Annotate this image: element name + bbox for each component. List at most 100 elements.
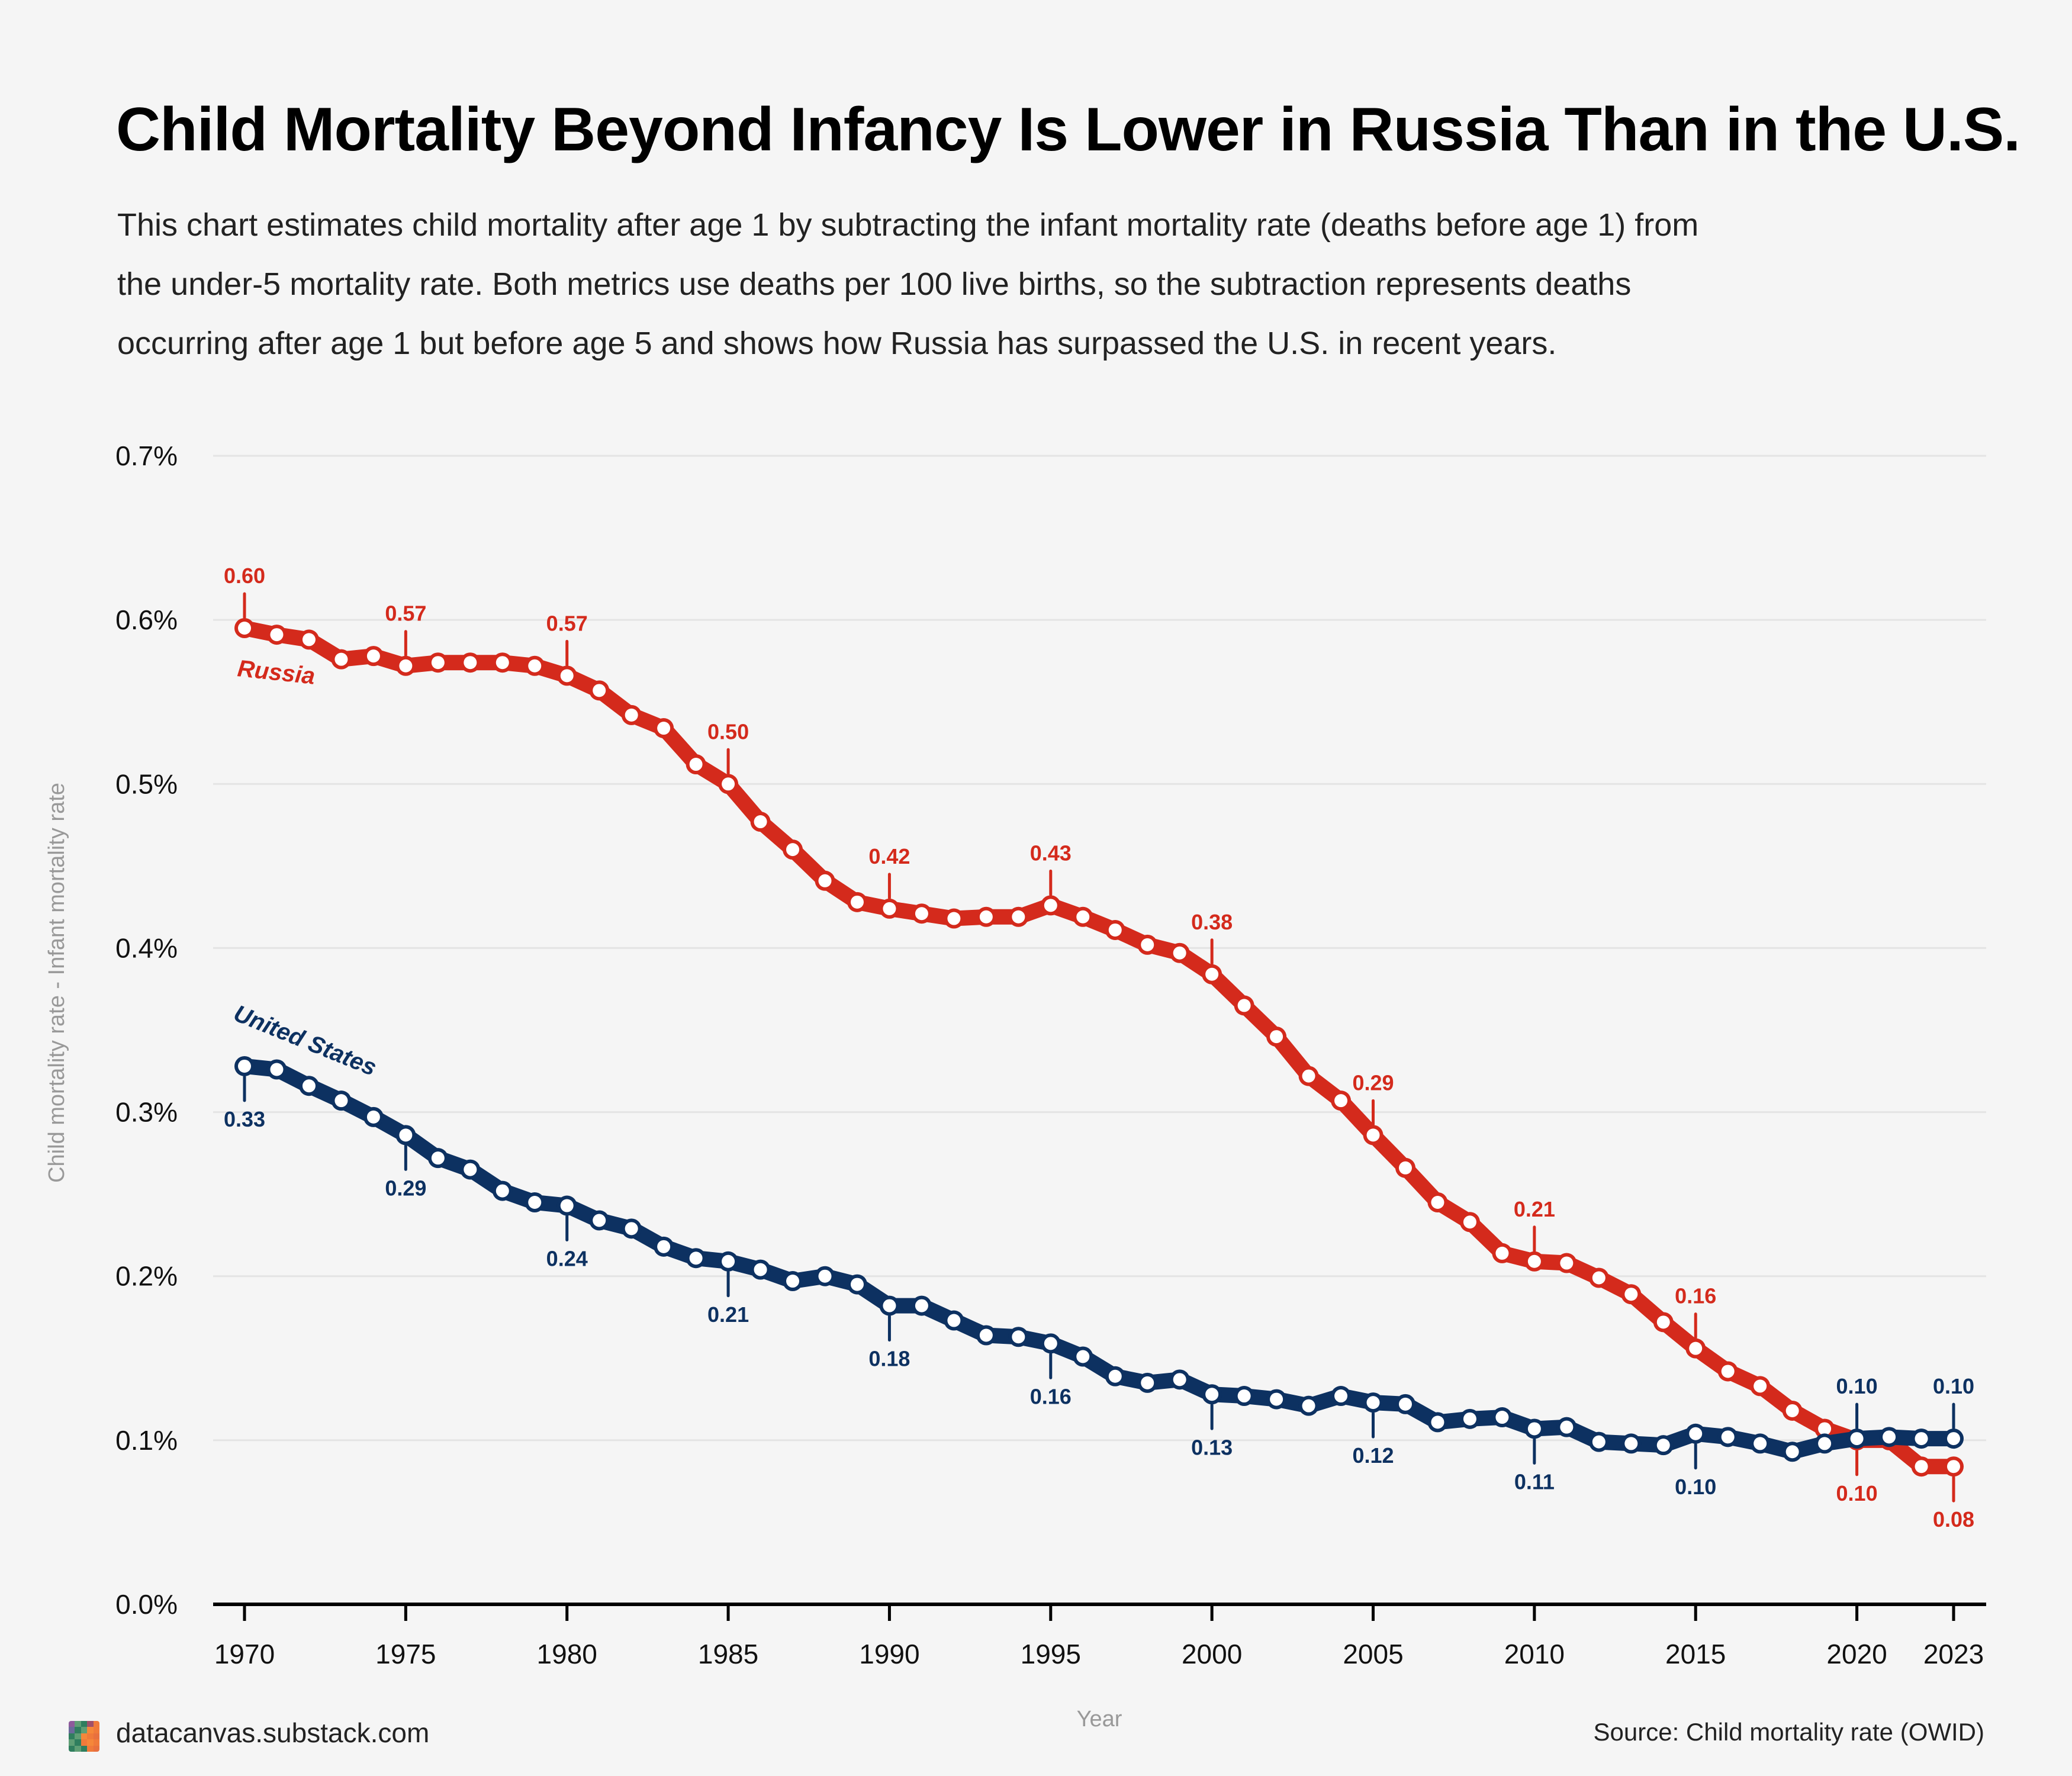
logo-cell [87, 1727, 94, 1733]
subtitle-line: the under-5 mortality rate. Both metrics… [117, 266, 1632, 302]
subtitle-line: This chart estimates child mortality aft… [117, 207, 1699, 243]
y-tick-label: 0.4% [115, 932, 178, 963]
data-point [625, 1222, 638, 1236]
logo-cell [69, 1727, 75, 1733]
data-point [302, 1079, 316, 1093]
data-point [464, 656, 477, 670]
data-point [528, 659, 542, 673]
logo-cell [81, 1745, 88, 1752]
y-tick-label: 0.2% [115, 1261, 178, 1292]
data-point [560, 669, 574, 683]
data-label: 0.12 [1352, 1443, 1394, 1468]
data-point [1656, 1315, 1670, 1329]
data-point [1785, 1445, 1799, 1459]
data-point [1044, 1337, 1057, 1350]
data-point [1463, 1215, 1476, 1229]
data-point [1076, 1350, 1090, 1363]
data-point [1237, 999, 1251, 1012]
data-label: 0.57 [385, 601, 426, 626]
data-point [1656, 1439, 1670, 1452]
series-united-states: 0.33 0.29 0.24 0.21 0.18 0.16 0.13 0.12 0.11 0.10… [224, 1056, 1974, 1499]
data-point [722, 777, 735, 791]
data-point [1334, 1389, 1348, 1403]
logo-cell [93, 1733, 99, 1740]
logo-cell [87, 1733, 94, 1740]
data-label: 0.18 [868, 1347, 910, 1371]
data-label: 0.10 [1675, 1475, 1716, 1499]
data-point [625, 708, 638, 722]
chart-title: Child Mortality Beyond Infancy Is Lower … [116, 95, 2020, 164]
data-point [915, 907, 928, 921]
data-point [302, 633, 316, 646]
data-point [1237, 1389, 1251, 1403]
data-point [1302, 1069, 1315, 1083]
data-point [1205, 967, 1219, 981]
y-tick-label: 0.3% [115, 1097, 178, 1128]
gridlines [213, 455, 1986, 1442]
data-point [722, 1254, 735, 1268]
subtitle-line: occurring after age 1 but before age 5 a… [117, 326, 1557, 361]
series-layer: 0.60 0.57 0.57 0.50 0.42 0.43 0.38 0.29 0.21 0.16… [224, 564, 1974, 1532]
data-label: 0.10 [1836, 1374, 1878, 1398]
data-point [1689, 1427, 1703, 1440]
logo-cell [93, 1721, 99, 1727]
data-point [689, 758, 703, 771]
data-point [1141, 1376, 1154, 1389]
data-point [947, 1314, 961, 1327]
data-point [366, 649, 380, 663]
data-point [915, 1299, 928, 1312]
site-link[interactable]: datacanvas.substack.com [116, 1717, 430, 1748]
x-tick-label: 1970 [214, 1639, 275, 1669]
logo-cell [75, 1721, 81, 1727]
logo-cell [75, 1739, 81, 1746]
data-point [1270, 1392, 1283, 1406]
data-point [431, 656, 445, 670]
logo-cell [69, 1733, 75, 1740]
x-tick-label: 1985 [698, 1639, 758, 1669]
data-point [1431, 1196, 1444, 1209]
y-tick-label: 0.1% [115, 1425, 178, 1456]
x-tick-label: 2000 [1182, 1639, 1242, 1669]
data-point [1044, 899, 1057, 912]
y-axis: 0.0% 0.1% 0.2% 0.3% 0.4% 0.5% 0.6% 0.7% [115, 440, 178, 1620]
data-point [1495, 1411, 1509, 1424]
data-point [1527, 1254, 1541, 1268]
data-point [1560, 1256, 1574, 1270]
y-tick-label: 0.6% [115, 604, 178, 635]
data-point [528, 1196, 542, 1209]
data-point [1947, 1432, 1960, 1446]
logo-cell [87, 1721, 94, 1727]
data-point [947, 912, 961, 925]
data-point [689, 1251, 703, 1265]
data-point [1721, 1430, 1735, 1444]
data-point [1366, 1128, 1380, 1142]
data-point [883, 1299, 896, 1312]
x-tick-label: 2010 [1504, 1639, 1565, 1669]
logo-cell [93, 1739, 99, 1746]
data-label: 0.21 [1514, 1197, 1555, 1221]
x-tick-label: 2020 [1826, 1639, 1887, 1669]
data-point [238, 1059, 251, 1073]
data-point [334, 652, 348, 666]
data-point [1721, 1365, 1735, 1378]
data-label: 0.21 [707, 1302, 749, 1327]
logo-cell [81, 1727, 88, 1733]
data-point [399, 659, 413, 673]
logo-cell [75, 1727, 81, 1733]
data-point [238, 622, 251, 635]
y-tick-label: 0.7% [115, 440, 178, 471]
data-point [979, 1328, 993, 1342]
data-point [1785, 1404, 1799, 1417]
data-point [1173, 946, 1186, 960]
x-tick-label: 2023 [1923, 1639, 1984, 1669]
data-point [850, 1278, 864, 1291]
data-point [1076, 910, 1090, 924]
series-line [237, 1058, 1961, 1460]
data-point [1012, 1330, 1025, 1344]
data-point [1592, 1271, 1606, 1285]
data-point [1689, 1341, 1703, 1355]
x-tick-label: 1975 [375, 1639, 436, 1669]
data-point [1915, 1432, 1928, 1446]
logo-cell [87, 1739, 94, 1746]
data-point [1624, 1437, 1638, 1450]
